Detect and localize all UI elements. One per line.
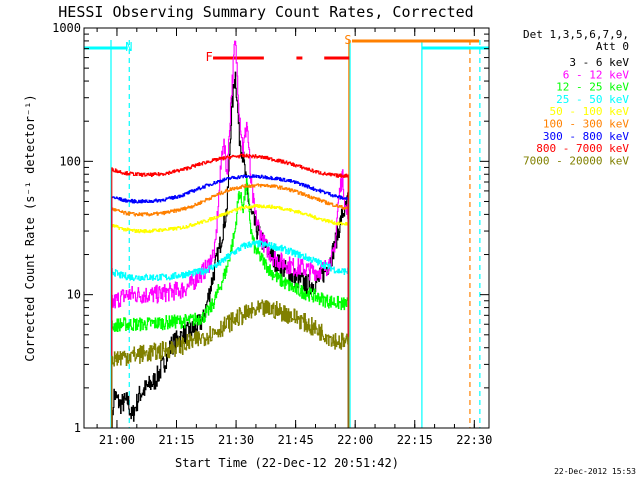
x-tick-label-0: 21:00: [99, 433, 135, 447]
series-line-6: [111, 174, 349, 428]
series-line-7: [111, 153, 349, 428]
annotation-f: F: [205, 50, 212, 64]
x-tick-label-3: 21:45: [278, 433, 314, 447]
series-group: [84, 39, 489, 428]
x-tick-label-5: 22:15: [397, 433, 433, 447]
x-tick-label-6: 22:30: [456, 433, 492, 447]
annotation-s: S: [344, 33, 351, 47]
legend-header-line1: Det 1,3,5,6,7,9,: [523, 28, 629, 41]
x-tick-label-1: 21:15: [158, 433, 194, 447]
x-axis: 21:00 21:15 21:30 21:45 22:00 22:15 22:30: [96, 28, 492, 447]
annotation-n: N: [125, 40, 132, 54]
generation-timestamp: 22-Dec-2012 15:53: [554, 467, 636, 476]
legend-entry-8: 7000 - 20000 keV: [523, 154, 629, 167]
plot-area: N S F: [84, 33, 489, 428]
series-line-4: [111, 204, 349, 428]
x-tick-label-2: 21:30: [218, 433, 254, 447]
y-tick-label-2: 100: [59, 154, 81, 168]
legend-header-line2: Att 0: [596, 40, 629, 53]
legend-entry-3: 25 - 50 keV: [556, 93, 629, 106]
legend-entry-2: 12 - 25 keV: [556, 81, 629, 94]
y-tick-label-1: 10: [67, 288, 81, 302]
legend-entry-5: 100 - 300 keV: [543, 118, 629, 131]
legend-entry-1: 6 - 12 keV: [563, 68, 630, 81]
y-tick-label-0: 1: [74, 421, 81, 435]
series-line-1: [111, 40, 349, 428]
series-line-3: [111, 240, 349, 428]
y-axis: 1 10 100 1000: [52, 21, 489, 435]
plot-frame: [83, 27, 490, 429]
y-tick-label-3: 1000: [52, 21, 81, 35]
legend-entry-0: 3 - 6 keV: [569, 56, 629, 69]
x-axis-label: Start Time (22-Dec-12 20:51:42): [175, 456, 399, 470]
legend-entry-4: 50 - 100 keV: [550, 105, 630, 118]
x-tick-label-4: 22:00: [337, 433, 373, 447]
y-axis-label: Corrected Count Rate (s⁻¹ detector⁻¹): [23, 94, 37, 361]
series-line-5: [111, 183, 349, 428]
legend-entry-7: 800 - 7000 keV: [536, 142, 629, 155]
series-line-8: [111, 299, 349, 428]
chart-title: HESSI Observing Summary Count Rates, Cor…: [58, 3, 473, 21]
legend-entry-6: 300 - 800 keV: [543, 130, 629, 143]
